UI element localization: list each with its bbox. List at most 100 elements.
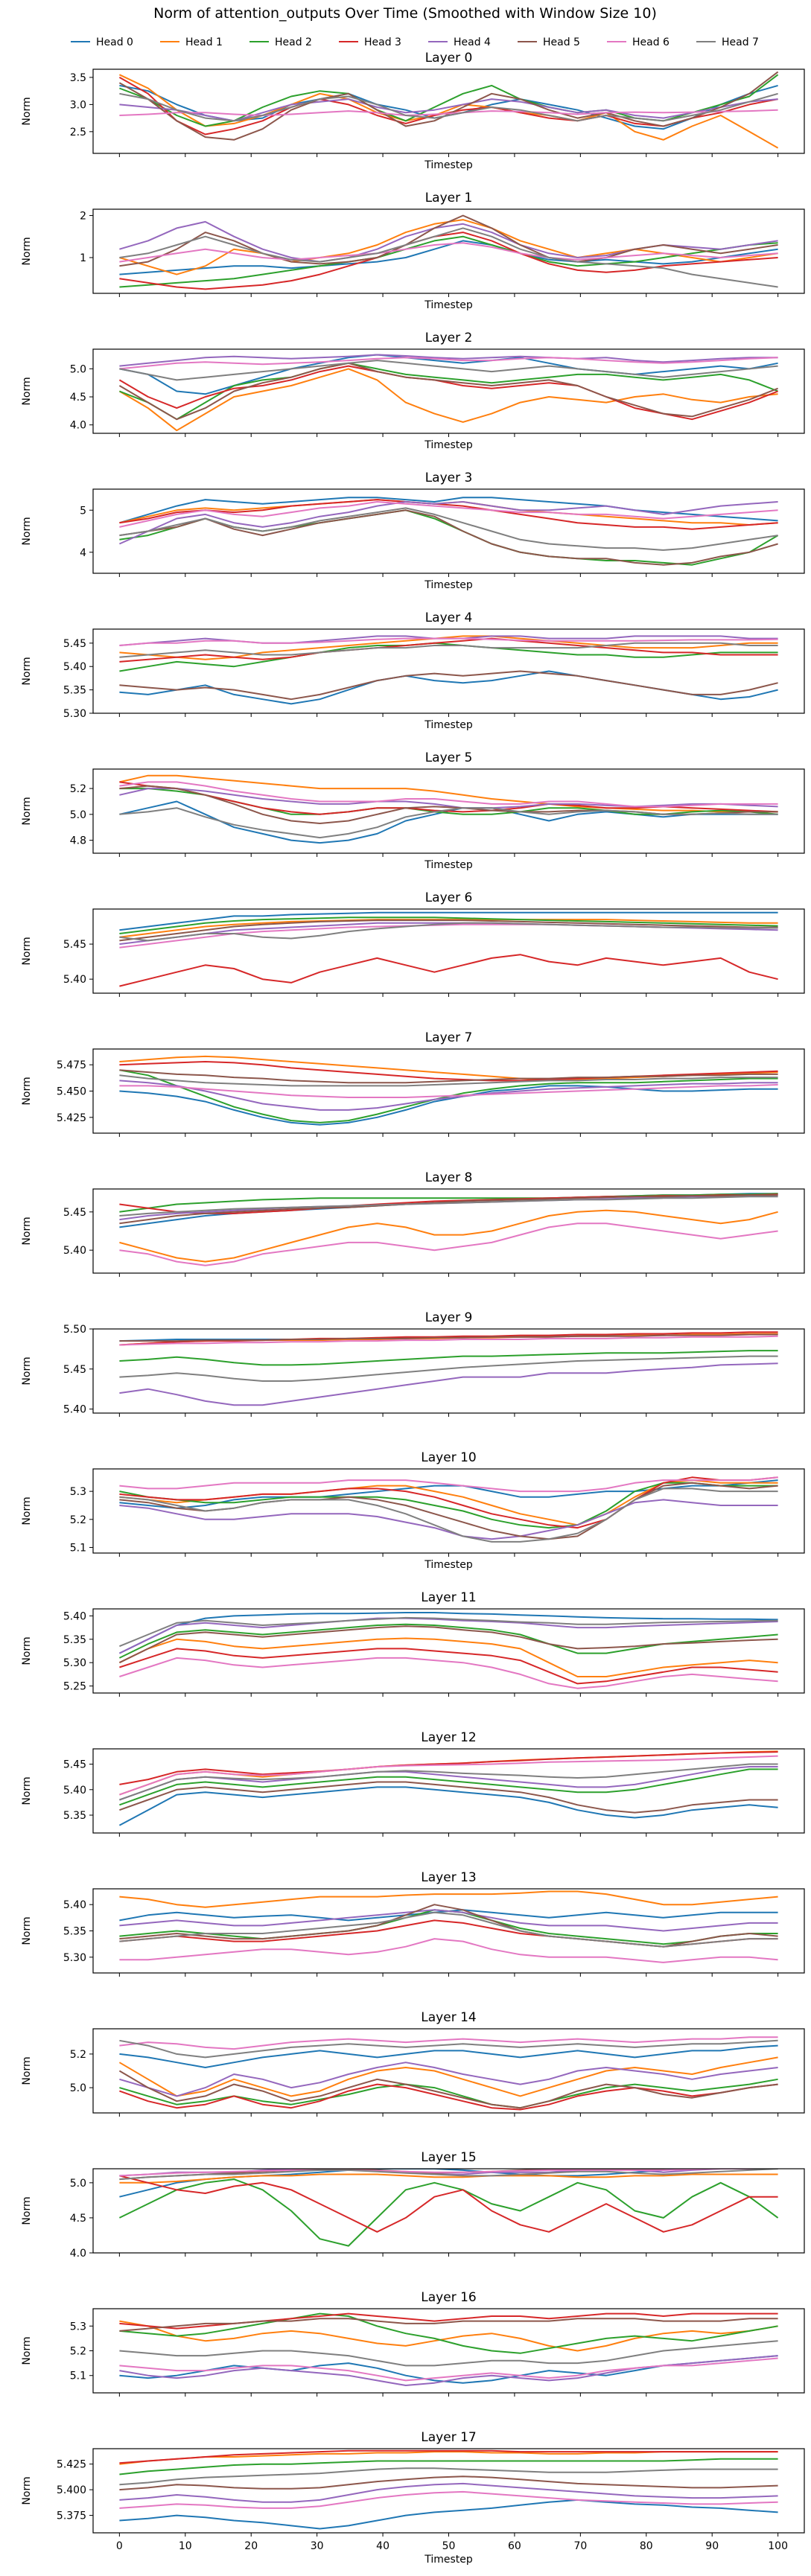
y-tick-label: 5.30 [63,1657,86,1669]
y-axis-label: Norm [21,1077,33,1105]
subplot-title: Layer 16 [421,2290,476,2305]
legend-entry-head-7: Head 7 [696,36,759,48]
y-axis-label: Norm [21,2336,33,2365]
series-line-head-2 [119,916,778,934]
series-line-head-1 [119,1209,778,1263]
series-line-head-1 [119,1890,778,1908]
series-lines [118,497,779,566]
series-lines [118,2036,778,2111]
series-line-head-6 [119,501,778,528]
series-line-head-2 [119,642,778,672]
y-axis-label: Norm [21,97,33,125]
series-line-head-3 [119,1751,778,1785]
legend-entry-head-6: Head 6 [607,36,670,48]
y-axis-label: Norm [21,1496,33,1525]
subplot-layer-13: Layer 13 5.30 5.35 5.40 Norm [21,1870,805,1977]
series-line-head-7 [119,2340,778,2367]
y-tick-label: 5.2 [70,1514,86,1526]
y-tick-label: 5.45 [63,1759,86,1771]
series-lines [119,774,778,844]
subplot-layer-14: Layer 14 5.0 5.2 Norm [21,2010,805,2117]
subplot-title: Layer 4 [425,610,473,625]
legend-label: Head 1 [185,36,223,48]
series-line-head-3 [119,1476,778,1529]
y-tick-label: 5.50 [63,1324,86,1336]
y-tick-label: 5.2 [70,2346,86,2358]
x-tick-label: 0 [116,2540,123,2552]
series-line-head-2 [119,1768,778,1806]
series-line-head-6 [119,1755,778,1796]
subplot-title: Layer 10 [421,1450,476,1465]
subplot-title: Layer 2 [425,331,473,345]
subplot-title: Layer 15 [421,2150,476,2165]
x-tick-label: 70 [573,2540,587,2552]
subplot-title: Layer 13 [421,1870,476,1885]
y-tick-label: 5.0 [70,2178,86,2190]
subplot-layer-1: Layer 1 1 2 Norm Timestep [21,191,805,311]
series-line-head-4 [119,1909,778,1932]
y-axis-label: Norm [21,2056,33,2085]
y-tick-label: 5.40 [63,1785,86,1796]
series-line-head-6 [119,1084,778,1098]
series-line-head-3 [119,2175,778,2233]
legend-entry-head-1: Head 1 [160,36,223,48]
series-line-head-4 [119,1080,778,1111]
y-tick-label: 5.2 [70,783,86,795]
y-tick-label: 5.45 [63,1207,86,1219]
y-tick-label: 5.1 [70,2371,86,2382]
series-lines [119,1331,778,1406]
y-tick-label: 3.5 [70,72,86,84]
series-line-head-0 [119,1085,778,1126]
series-line-head-1 [119,774,778,813]
y-tick-label: 5.45 [63,939,86,951]
y-tick-label: 5.40 [63,1404,86,1416]
y-tick-label: 2 [80,210,86,222]
y-axis-label: Norm [21,1916,33,1945]
series-line-head-5 [119,509,778,566]
subplot-layer-11: Layer 11 5.25 5.30 5.35 5.40 Norm [21,1590,805,1697]
y-tick-label: 4.0 [70,2248,86,2260]
series-line-head-7 [119,1488,778,1543]
series-line-head-6 [119,2169,778,2177]
series-line-head-7 [119,1616,778,1648]
series-line-head-5 [119,1781,778,1814]
y-tick-label: 5.375 [57,2510,86,2522]
series-line-head-5 [118,362,778,421]
legend-label: Head 7 [722,36,759,48]
series-line-head-1 [118,1637,778,1677]
subplot-layer-10: Layer 10 5.1 5.2 5.3 Norm Timestep [21,1450,805,1571]
series-line-head-5 [118,2070,778,2109]
legend-label: Head 2 [275,36,312,48]
series-lines [118,1750,778,1826]
y-tick-label: 5.40 [63,1245,86,1257]
y-tick-label: 5.40 [63,661,86,673]
x-axis-label: Timestep [424,299,473,311]
legend-label: Head 0 [96,36,133,48]
series-line-head-4 [119,788,778,809]
y-axis-label: Norm [21,1776,33,1805]
series-line-head-7 [119,1355,778,1382]
series-lines [119,2312,778,2386]
x-axis-label: Timestep [424,1559,473,1571]
series-line-head-3 [119,1648,778,1685]
series-line-head-4 [119,354,778,367]
series-line-head-0 [119,354,778,395]
series-line-head-4 [119,1766,778,1801]
y-tick-label: 5.475 [57,1059,86,1071]
plot-frame [92,1888,805,1974]
y-axis-label: Norm [21,1636,33,1665]
subplot-title: Layer 8 [425,1170,473,1185]
y-axis-label: Norm [21,1356,33,1385]
series-line-head-2 [118,2178,779,2247]
x-tick-label: 100 [768,2540,788,2552]
series-line-head-7 [119,92,778,122]
y-tick-label: 5.3 [70,2321,86,2333]
series-line-head-3 [119,499,778,530]
series-line-head-3 [119,2449,778,2464]
series-line-head-0 [119,2044,778,2068]
y-tick-label: 2.5 [70,127,86,138]
series-lines [118,71,779,149]
x-axis-label: Timestep [424,439,473,451]
